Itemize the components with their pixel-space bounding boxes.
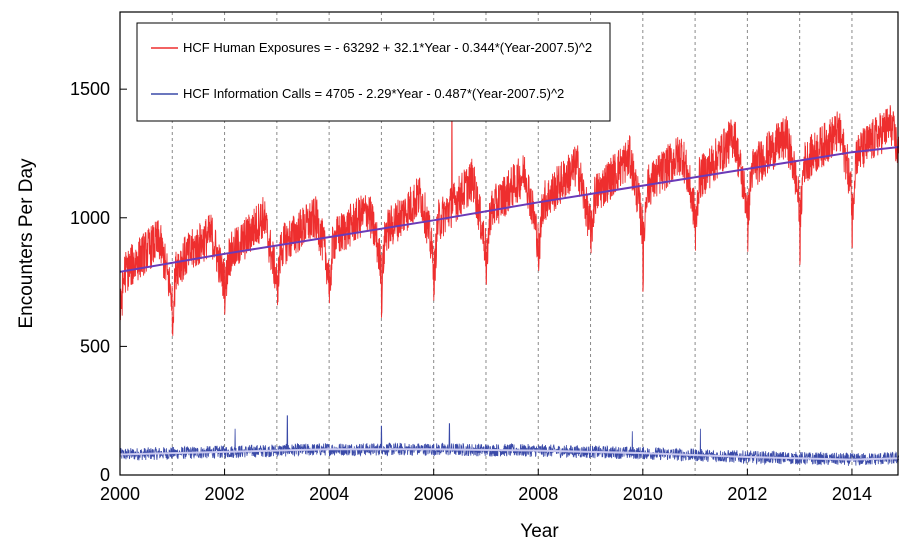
- vertical-gridlines: [171, 12, 853, 475]
- x-tick-label-2010: 2010: [623, 484, 663, 504]
- x-tick-label-2014: 2014: [832, 484, 872, 504]
- y-axis-ticks: 0 500 1000 1500: [70, 79, 127, 485]
- legend: HCF Human Exposures = - 63292 + 32.1*Yea…: [136, 22, 611, 122]
- x-tick-label-2006: 2006: [414, 484, 454, 504]
- x-tick-label-2004: 2004: [309, 484, 349, 504]
- legend-entry-information-calls: HCF Information Calls = 4705 - 2.29*Year…: [183, 86, 564, 101]
- legend-box: [136, 22, 611, 122]
- y-axis-title: Encounters Per Day: [16, 158, 37, 329]
- x-tick-label-2000: 2000: [100, 484, 140, 504]
- y-tick-label-0: 0: [100, 465, 110, 485]
- trend-information-calls: [119, 448, 899, 461]
- trend-human-exposures: [119, 146, 899, 273]
- legend-entry-human-exposures: HCF Human Exposures = - 63292 + 32.1*Yea…: [183, 40, 592, 55]
- x-tick-label-2012: 2012: [727, 484, 767, 504]
- y-tick-label-1000: 1000: [70, 208, 110, 228]
- series-human-exposures-line: [119, 101, 899, 336]
- y-tick-label-500: 500: [80, 336, 110, 356]
- x-tick-label-2002: 2002: [205, 484, 245, 504]
- plot-frame: [119, 11, 899, 476]
- y-tick-label-1500: 1500: [70, 79, 110, 99]
- x-axis-title: Year: [520, 521, 559, 542]
- series-layer: [119, 101, 899, 466]
- x-axis-ticks: 2000 2002 2004 2006 2008 2010 2012 2014: [100, 469, 872, 504]
- x-tick-label-2008: 2008: [518, 484, 558, 504]
